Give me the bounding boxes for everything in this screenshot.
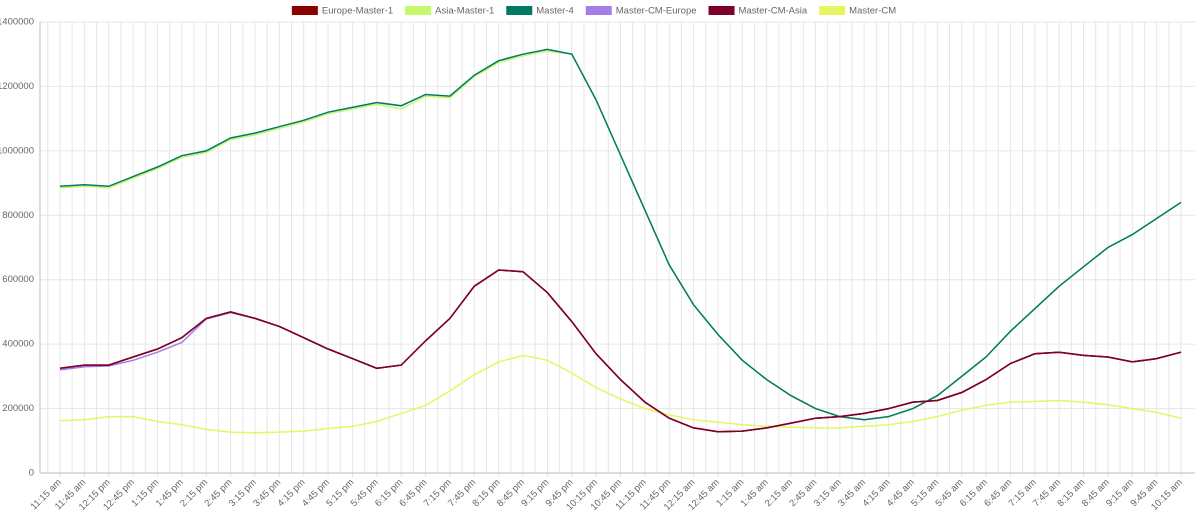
legend-label: Master-CM-Asia <box>739 6 808 17</box>
legend-swatch <box>708 6 735 15</box>
y-tick-label: 600000 <box>2 274 34 285</box>
y-tick-label: 1000000 <box>0 145 34 156</box>
y-tick-label: 800000 <box>2 210 34 221</box>
legend-swatch <box>291 6 318 15</box>
legend-swatch <box>819 6 846 15</box>
y-tick-label: 1400000 <box>0 17 34 28</box>
series-line <box>59 354 1182 434</box>
y-tick-label: 1200000 <box>0 81 34 92</box>
y-tick-label: 200000 <box>2 403 34 414</box>
series-line <box>59 269 1182 433</box>
legend-label: Master-CM <box>849 6 896 17</box>
legend-label: Asia-Master-1 <box>435 6 494 17</box>
y-tick-label: 0 <box>29 468 34 479</box>
legend-swatch <box>506 6 533 15</box>
legend-label: Master-CM-Europe <box>616 6 697 17</box>
legend-swatch <box>585 6 612 15</box>
legend-label: Master-4 <box>536 6 573 17</box>
y-tick-label: 400000 <box>2 339 34 350</box>
legend-label: Europe-Master-1 <box>322 6 393 17</box>
series-line <box>59 48 1182 421</box>
legend-swatch <box>405 6 432 15</box>
